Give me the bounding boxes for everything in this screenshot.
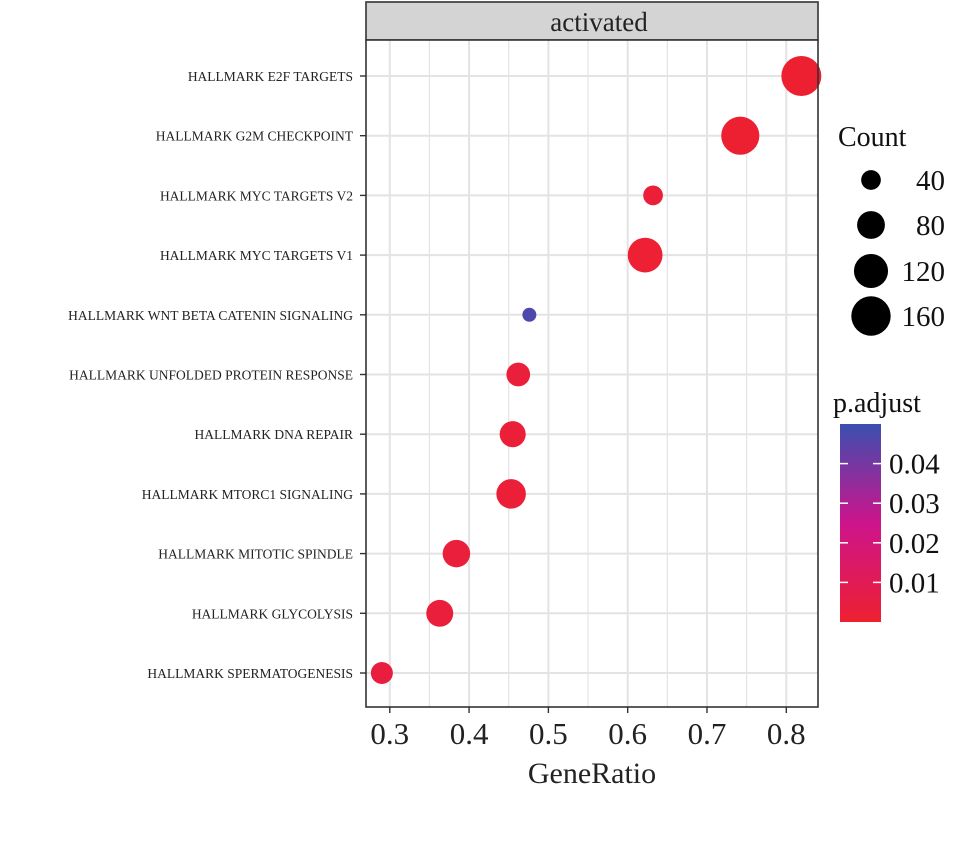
y-tick-label: HALLMARK MITOTIC SPINDLE — [158, 547, 353, 562]
data-point — [506, 362, 531, 387]
data-point — [426, 599, 454, 627]
p-adjust-legend-ticks: 0.04 0.03 0.02 0.01 — [840, 449, 940, 599]
y-tick-label: HALLMARK DNA REPAIR — [194, 427, 353, 442]
count-legend-dot — [851, 296, 891, 336]
y-tick-label: HALLMARK UNFOLDED PROTEIN RESPONSE — [69, 368, 353, 383]
y-tick-label: HALLMARK GLYCOLYSIS — [192, 606, 353, 621]
count-legend-dot — [853, 253, 889, 289]
p-adjust-colorbar — [840, 424, 881, 622]
x-axis-title: GeneRatio — [528, 757, 656, 790]
count-legend: Count 40 80 120 160 — [838, 122, 945, 336]
facet-strip-background — [365, 1, 819, 41]
data-point — [370, 661, 393, 685]
p-adjust-tick-label: 0.03 — [889, 488, 940, 520]
p-adjust-legend-title: p.adjust — [833, 388, 921, 419]
grid-lines — [366, 40, 818, 707]
plot-panel-border — [365, 39, 819, 708]
data-point — [781, 56, 822, 96]
x-tick-label: 0.3 — [370, 716, 409, 751]
p-adjust-tick-label: 0.02 — [889, 528, 940, 560]
count-legend-label: 80 — [916, 210, 945, 242]
p-adjust-legend: p.adjust 0.04 0.03 0.02 0.01 — [833, 388, 940, 622]
y-axis: HALLMARK E2F TARGETS HALLMARK G2M CHECKPO… — [68, 69, 366, 681]
count-legend-label: 160 — [902, 301, 946, 333]
data-point — [627, 237, 663, 273]
x-tick-label: 0.8 — [767, 716, 806, 751]
data-points — [370, 56, 822, 685]
count-legend-dot — [857, 211, 885, 239]
data-point — [442, 539, 471, 568]
facet-strip: activated — [365, 1, 819, 41]
facet-strip-label: activated — [550, 7, 648, 37]
y-tick-label: HALLMARK MYC TARGETS V2 — [160, 188, 353, 203]
x-tick-label: 0.5 — [529, 716, 568, 751]
y-tick-label: HALLMARK SPERMATOGENESIS — [147, 666, 353, 681]
y-tick-label: HALLMARK G2M CHECKPOINT — [156, 129, 354, 144]
data-point — [522, 307, 537, 322]
count-legend-title: Count — [838, 122, 907, 153]
y-tick-label: HALLMARK MYC TARGETS V1 — [160, 248, 353, 263]
count-legend-items: 40 80 120 160 — [851, 165, 945, 336]
data-point — [721, 116, 760, 155]
p-adjust-tick-label: 0.01 — [889, 567, 940, 599]
y-tick-label: HALLMARK WNT BETA CATENIN SIGNALING — [68, 308, 353, 323]
y-tick-label: HALLMARK MTORC1 SIGNALING — [142, 487, 354, 502]
count-legend-label: 40 — [916, 165, 945, 197]
data-point — [496, 479, 526, 509]
data-point — [499, 421, 526, 448]
y-tick-label: HALLMARK E2F TARGETS — [188, 69, 353, 84]
p-adjust-tick-label: 0.04 — [889, 449, 940, 481]
x-axis: 0.3 0.4 0.5 0.6 0.7 0.8 — [370, 707, 806, 751]
data-point — [643, 185, 663, 206]
x-tick-label: 0.6 — [608, 716, 647, 751]
count-legend-label: 120 — [902, 256, 946, 288]
x-tick-label: 0.4 — [450, 716, 489, 751]
x-tick-label: 0.7 — [688, 716, 727, 751]
count-legend-dot — [861, 170, 881, 190]
